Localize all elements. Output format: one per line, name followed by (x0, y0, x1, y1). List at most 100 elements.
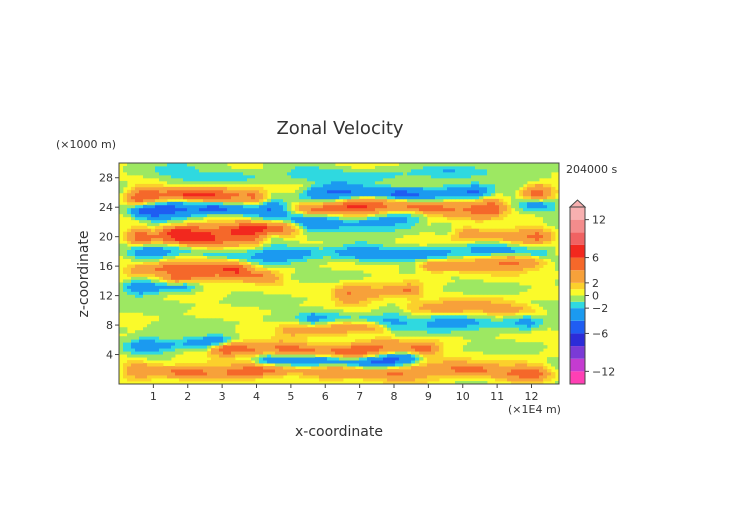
x-tick-label: 1 (150, 390, 157, 403)
heatmap-cell (403, 312, 408, 316)
heatmap-cell (367, 342, 372, 346)
heatmap-cell (187, 282, 192, 286)
heatmap-cell (523, 285, 528, 292)
heatmap-cell (251, 261, 256, 265)
heatmap-cell (503, 258, 508, 262)
heatmap-cell (291, 342, 296, 346)
heatmap-cell (539, 189, 544, 197)
heatmap-cell (463, 318, 468, 328)
heatmap-cell (171, 163, 176, 179)
heatmap-cell (343, 210, 348, 215)
heatmap-cell (391, 330, 396, 334)
heatmap-cell (267, 219, 272, 224)
heatmap-cell (363, 186, 368, 197)
heatmap-cell (295, 228, 300, 236)
heatmap-cell (219, 213, 224, 218)
heatmap-cell (459, 315, 464, 319)
heatmap-cell (475, 246, 480, 253)
heatmap-cell (267, 222, 272, 227)
heatmap-cell (259, 354, 264, 358)
heatmap-cell (295, 240, 300, 248)
heatmap-cell (219, 300, 224, 304)
heatmap-cell (279, 163, 284, 185)
heatmap-cell (379, 201, 384, 209)
heatmap-cell (159, 237, 164, 242)
heatmap-cell (347, 294, 352, 304)
heatmap-cell (351, 216, 356, 221)
heatmap-cell (295, 204, 300, 212)
heatmap-cell (223, 249, 228, 253)
heatmap-cell (311, 327, 316, 334)
heatmap-cell (415, 360, 420, 364)
heatmap-cell (343, 219, 348, 224)
heatmap-cell (543, 261, 548, 265)
heatmap-cell (183, 210, 188, 218)
heatmap-cell (403, 222, 408, 230)
heatmap-cell (211, 219, 216, 224)
heatmap-cell (387, 261, 392, 265)
heatmap-cell (423, 300, 428, 304)
heatmap-cell (511, 312, 516, 316)
heatmap-cell (347, 189, 352, 194)
heatmap-cell (495, 204, 500, 215)
heatmap-cell (259, 222, 264, 227)
heatmap-cell (335, 360, 340, 364)
heatmap-cell (315, 243, 320, 248)
heatmap-cell (395, 282, 400, 286)
heatmap-cell (195, 378, 200, 382)
heatmap-cell (311, 180, 316, 185)
heatmap-cell (503, 228, 508, 233)
heatmap-cell (135, 378, 140, 382)
heatmap-cell (499, 246, 504, 253)
heatmap-cell (455, 195, 460, 200)
heatmap-cell (275, 261, 280, 265)
heatmap-cell (335, 363, 340, 367)
heatmap-cell (315, 342, 320, 346)
heatmap-cell (207, 222, 212, 230)
heatmap-cell (195, 318, 200, 337)
heatmap-cell (351, 201, 356, 206)
heatmap-cell (343, 249, 348, 256)
heatmap-cell (395, 165, 400, 173)
heatmap-cell (439, 222, 444, 236)
heatmap-cell (359, 345, 364, 355)
heatmap-cell (127, 231, 132, 242)
heatmap-cell (171, 285, 176, 289)
heatmap-cell (283, 357, 288, 364)
heatmap-cell (395, 171, 400, 176)
heatmap-cell (371, 330, 376, 334)
heatmap-cell (159, 342, 164, 349)
heatmap-cell (131, 198, 136, 203)
heatmap-cell (323, 318, 328, 322)
heatmap-cell (371, 246, 376, 259)
heatmap-cell (351, 168, 356, 173)
heatmap-cell (523, 225, 528, 230)
heatmap-cell (447, 201, 452, 209)
heatmap-cell (147, 375, 152, 382)
heatmap-cell (379, 369, 384, 379)
heatmap-cell (251, 363, 256, 367)
heatmap-cell (151, 339, 156, 352)
heatmap-cell (539, 207, 544, 212)
heatmap-cell (335, 210, 340, 215)
heatmap-cell (179, 228, 184, 242)
heatmap-cell (131, 360, 136, 364)
heatmap-cell (167, 255, 172, 259)
heatmap-cell (159, 291, 164, 340)
heatmap-cell (543, 201, 548, 206)
heatmap-cell (183, 366, 188, 370)
heatmap-cell (383, 354, 388, 358)
heatmap-cell (247, 276, 252, 283)
heatmap-cell (291, 249, 296, 259)
heatmap-cell (411, 174, 416, 188)
heatmap-cell (159, 267, 164, 271)
heatmap-cell (527, 378, 532, 382)
heatmap-cell (519, 285, 524, 292)
heatmap-cell (315, 375, 320, 379)
heatmap-cell (315, 213, 320, 218)
heatmap-cell (259, 357, 264, 364)
heatmap-cell (379, 366, 384, 370)
heatmap-cell (235, 375, 240, 379)
heatmap-cell (155, 186, 160, 191)
heatmap-cell (523, 267, 528, 274)
